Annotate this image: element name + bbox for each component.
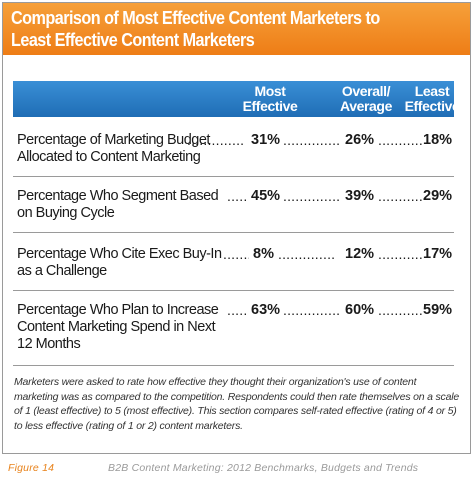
- value-overall: 12%: [345, 246, 375, 262]
- leader-dots: ..............: [227, 302, 247, 318]
- row-divider: [13, 176, 454, 177]
- row-label-line-2: on Buying Cycle: [17, 205, 115, 221]
- value-overall: 39%: [345, 188, 375, 204]
- column-header-least-line-2: Effective: [404, 98, 460, 114]
- row-label: Percentage of Marketing Budget Allocated…: [17, 132, 247, 166]
- methodology-footnote: Marketers were asked to rate how effecti…: [14, 376, 460, 432]
- row-label: Percentage Who Plan to Increase Content …: [17, 302, 247, 353]
- leader-dots: ..............: [283, 132, 341, 148]
- report-title: B2B Content Marketing: 2012 Benchmarks, …: [108, 462, 419, 474]
- leader-dots: ..............: [227, 188, 247, 204]
- column-header-least-effective: Least Effective: [392, 84, 472, 114]
- leader-dots: ..............: [283, 302, 341, 318]
- value-most: 31%: [251, 132, 281, 148]
- value-overall: 60%: [345, 302, 375, 318]
- row-label-line-2: Content Marketing Spend in Next: [17, 319, 216, 335]
- leader-dots: ..............: [378, 188, 422, 204]
- row-label-line-1: Percentage Who Cite Exec Buy-In: [17, 246, 222, 262]
- leader-dots: ..............: [378, 132, 422, 148]
- row-label-line-1: Percentage of Marketing Budget: [17, 132, 210, 148]
- value-most: 45%: [251, 188, 281, 204]
- figure-label: Figure 14: [8, 462, 55, 474]
- row-divider: [13, 365, 454, 366]
- leader-dots: ..............: [283, 188, 341, 204]
- row-divider: [13, 290, 454, 291]
- column-header-most-effective: Most Effective: [230, 84, 310, 114]
- column-header-bar: Most Effective Overall/ Average Least Ef…: [13, 81, 460, 117]
- chart-title-line-1: Comparison of Most Effective Content Mar…: [11, 8, 380, 28]
- value-least: 17%: [423, 246, 453, 262]
- leader-dots: ..............: [378, 246, 422, 262]
- row-label-line-3: 12 Months: [17, 336, 81, 352]
- value-overall: 26%: [345, 132, 375, 148]
- leader-dots: ..............: [223, 246, 249, 262]
- row-label: Percentage Who Cite Exec Buy-In as a Cha…: [17, 246, 247, 280]
- chart-card: Comparison of Most Effective Content Mar…: [2, 2, 471, 454]
- title-bar: Comparison of Most Effective Content Mar…: [3, 3, 470, 55]
- value-least: 59%: [423, 302, 453, 318]
- value-most: 63%: [251, 302, 281, 318]
- column-header-overall-average: Overall/ Average: [326, 84, 406, 114]
- chart-title-line-2: Least Effective Content Marketers: [11, 30, 255, 50]
- row-label-line-2: as a Challenge: [17, 263, 107, 279]
- row-label-line-2: Allocated to Content Marketing: [17, 149, 201, 165]
- leader-dots: ..............: [278, 246, 336, 262]
- leader-dots: ..............: [187, 132, 245, 148]
- column-header-most-line-2: Effective: [242, 98, 298, 114]
- row-label: Percentage Who Segment Based on Buying C…: [17, 188, 247, 222]
- row-divider: [13, 232, 454, 233]
- column-header-overall-line-1: Overall/: [341, 83, 391, 99]
- value-least: 29%: [423, 188, 453, 204]
- leader-dots: ..............: [378, 302, 422, 318]
- value-least: 18%: [423, 132, 453, 148]
- value-most: 8%: [253, 246, 274, 262]
- column-header-overall-line-2: Average: [340, 98, 392, 114]
- column-header-least-line-1: Least: [414, 83, 450, 99]
- row-label-line-1: Percentage Who Plan to Increase: [17, 302, 219, 318]
- row-label-line-1: Percentage Who Segment Based: [17, 188, 219, 204]
- column-header-most-line-1: Most: [254, 83, 286, 99]
